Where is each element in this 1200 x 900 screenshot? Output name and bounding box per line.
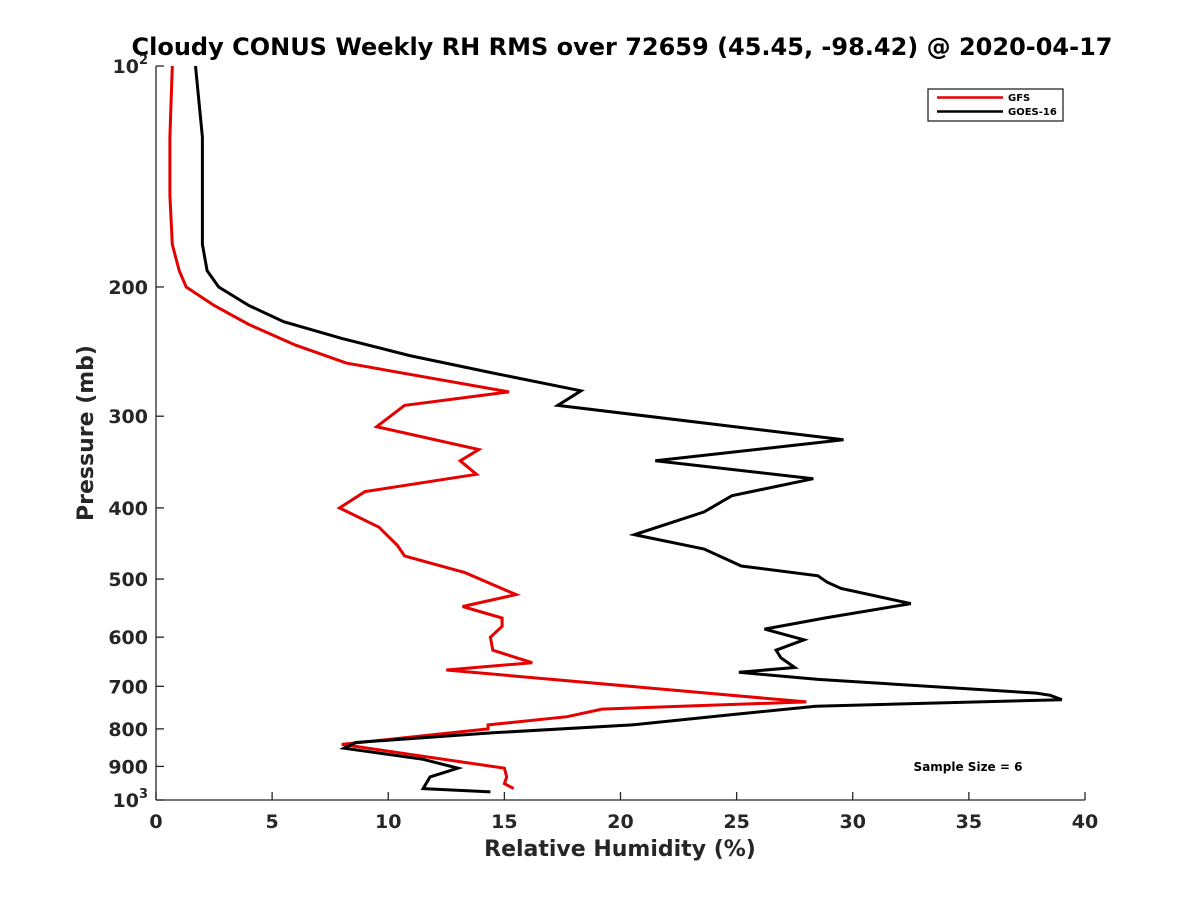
y-tick-label: 700 — [108, 676, 148, 698]
y-tick-label: 800 — [108, 719, 148, 741]
series-line-gfs — [168, 65, 807, 790]
x-tick-label: 40 — [1072, 811, 1098, 833]
x-tick-label: 10 — [375, 811, 401, 833]
y-tick-label: 600 — [108, 627, 148, 649]
x-tick-label: 20 — [607, 811, 633, 833]
y-tick-label: 500 — [108, 569, 148, 591]
y-tick-label: 102 — [113, 53, 149, 78]
x-tick-label: 15 — [491, 811, 517, 833]
x-tick-label: 0 — [149, 811, 162, 833]
y-axis-ticks: 102 200 300 400 500 600 700 800 900 103 — [108, 53, 164, 812]
legend: GFS GOES-16 — [927, 88, 1064, 122]
y-axis-label: Pressure (mb) — [74, 345, 99, 521]
y-tick-label: 200 — [108, 277, 148, 299]
x-tick-label: 25 — [723, 811, 749, 833]
y-tick-label: 400 — [108, 498, 148, 520]
x-axis-ticks: 0 5 10 15 20 25 30 35 40 — [149, 792, 1098, 833]
x-tick-label: 30 — [840, 811, 866, 833]
chart-title: Cloudy CONUS Weekly RH RMS over 72659 (4… — [132, 33, 1113, 61]
x-tick-label: 35 — [956, 811, 982, 833]
legend-label-goes16: GOES-16 — [1008, 107, 1057, 118]
legend-label-gfs: GFS — [1008, 93, 1030, 104]
legend-box — [927, 88, 1064, 122]
x-tick-label: 5 — [266, 811, 279, 833]
sample-size-annotation: Sample Size = 6 — [914, 760, 1023, 774]
x-axis-label: Relative Humidity (%) — [484, 837, 756, 862]
y-tick-label: 300 — [108, 406, 148, 428]
y-tick-label: 103 — [113, 787, 149, 812]
series-line-goes16 — [194, 65, 1063, 794]
y-tick-label: 900 — [108, 756, 148, 778]
plot-series-group — [168, 65, 1063, 794]
